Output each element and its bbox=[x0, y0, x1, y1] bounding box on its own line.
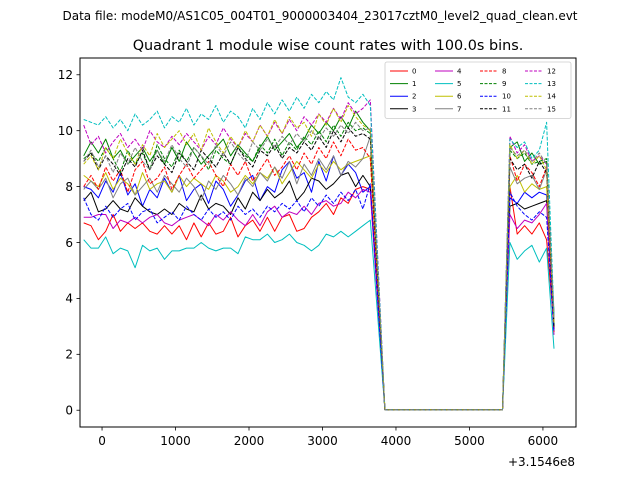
legend-label-1: 1 bbox=[412, 80, 416, 88]
series-line-8 bbox=[83, 138, 555, 411]
legend-label-15: 15 bbox=[547, 105, 556, 113]
legend-label-9: 9 bbox=[502, 80, 506, 88]
x-tick-label: 0 bbox=[98, 434, 106, 448]
legend-label-4: 4 bbox=[457, 68, 462, 76]
legend-label-14: 14 bbox=[547, 93, 556, 101]
series-line-12 bbox=[83, 99, 555, 411]
y-tick-label: 0 bbox=[65, 404, 73, 418]
series-line-15 bbox=[83, 121, 555, 411]
legend-label-11: 11 bbox=[502, 105, 511, 113]
y-tick-label: 2 bbox=[65, 348, 73, 362]
series-line-13 bbox=[83, 77, 555, 411]
series-line-7 bbox=[83, 135, 555, 411]
series-line-4 bbox=[83, 188, 555, 411]
series-line-11 bbox=[83, 127, 555, 411]
x-tick-label: 3000 bbox=[307, 434, 338, 448]
y-tick-label: 4 bbox=[65, 292, 73, 306]
series-line-10 bbox=[83, 183, 555, 411]
plot-layer bbox=[83, 77, 555, 411]
x-tick-label: 1000 bbox=[160, 434, 191, 448]
series-line-5 bbox=[83, 219, 555, 411]
x-axis: 0 1000 2000 3000 4000 5000 6000 bbox=[98, 427, 558, 448]
legend-label-0: 0 bbox=[412, 68, 416, 76]
series-line-14 bbox=[83, 105, 555, 411]
x-tick-label: 2000 bbox=[234, 434, 265, 448]
x-tick-label: 6000 bbox=[528, 434, 559, 448]
series-line-2 bbox=[83, 155, 555, 411]
y-tick-label: 10 bbox=[58, 124, 73, 138]
legend-label-6: 6 bbox=[457, 93, 462, 101]
y-tick-label: 12 bbox=[58, 68, 73, 82]
series-line-3 bbox=[83, 172, 555, 411]
x-axis-offset-label: +3.1546e8 bbox=[508, 455, 575, 469]
legend-label-3: 3 bbox=[412, 105, 416, 113]
x-tick-label: 4000 bbox=[381, 434, 412, 448]
legend-label-12: 12 bbox=[547, 68, 556, 76]
legend-label-10: 10 bbox=[502, 93, 511, 101]
series-line-9 bbox=[83, 121, 555, 411]
series-line-0 bbox=[83, 186, 555, 411]
x-tick-label: 5000 bbox=[454, 434, 485, 448]
legend-label-2: 2 bbox=[412, 93, 416, 101]
legend-label-13: 13 bbox=[547, 80, 556, 88]
y-tick-label: 8 bbox=[65, 180, 73, 194]
legend-label-8: 8 bbox=[502, 68, 506, 76]
legend-box bbox=[384, 61, 572, 119]
chart-title: Quadrant 1 module wise count rates with … bbox=[133, 38, 524, 54]
chart-suptitle: Data file: modeM0/AS1C05_004T01_90000034… bbox=[62, 9, 577, 23]
y-tick-label: 6 bbox=[65, 236, 73, 250]
legend-label-5: 5 bbox=[457, 80, 461, 88]
y-axis: 0 2 4 6 8 10 12 bbox=[58, 68, 80, 418]
legend-label-7: 7 bbox=[457, 105, 461, 113]
